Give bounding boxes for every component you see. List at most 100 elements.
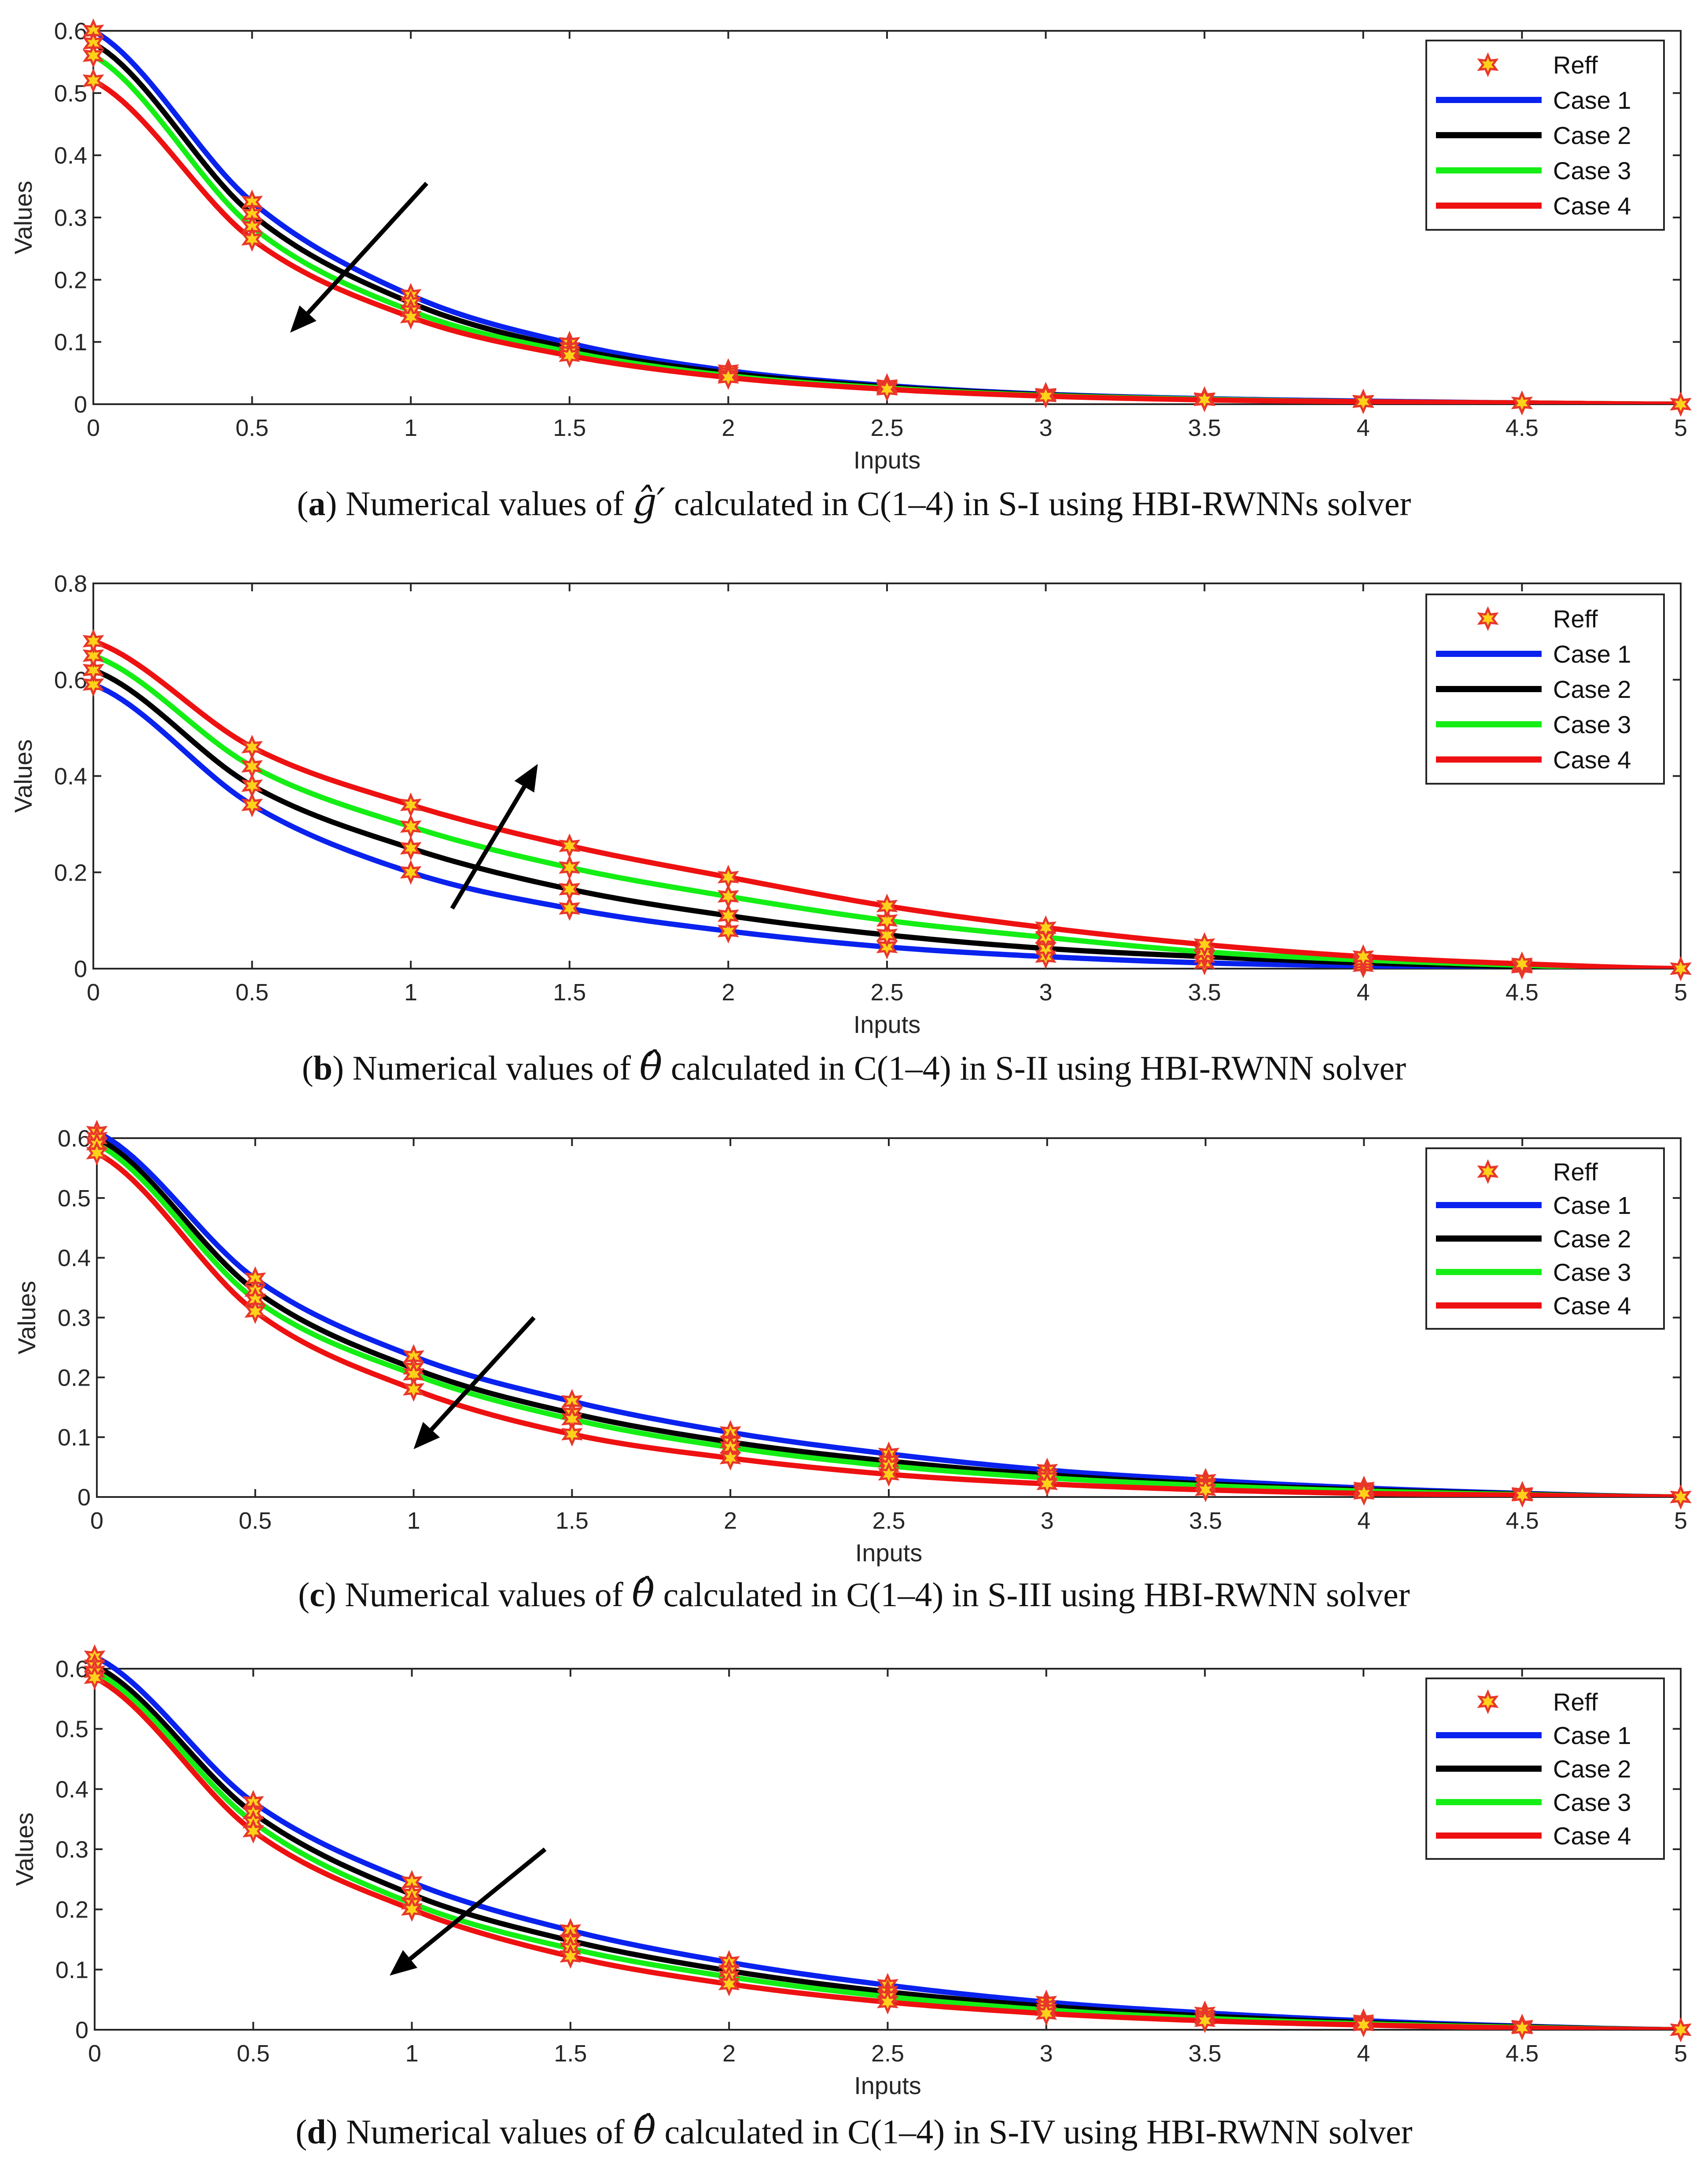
x-tick-label: 3 [1040, 2040, 1053, 2067]
legend-reff-marker [1477, 1689, 1499, 1714]
x-tick-label: 0.5 [236, 415, 269, 441]
reff-marker [719, 1445, 741, 1471]
reff-marker [1352, 2012, 1374, 2038]
reff-marker [400, 860, 422, 885]
reff-marker [1670, 1484, 1692, 1510]
reff-marker [1193, 387, 1215, 413]
x-tick-label: 4 [1357, 979, 1370, 1006]
x-tick-label: 1.5 [556, 1508, 589, 1534]
trend-arrow-shaft [450, 785, 526, 910]
reff-marker [403, 1377, 425, 1402]
reff-marker [241, 227, 263, 252]
reff-marker [560, 1944, 582, 1969]
reff-marker [1193, 932, 1215, 957]
reff-marker [1194, 2008, 1216, 2033]
legend-label: Case 1 [1553, 640, 1631, 668]
y-axis-label: Values [13, 1281, 40, 1354]
x-tick-label: 4 [1357, 1508, 1370, 1534]
panel-caption: (a) Numerical values of ĝ′ calculated in… [297, 480, 1411, 524]
y-tick-label: 0.4 [58, 1245, 91, 1272]
x-axis-label: Inputs [854, 1010, 921, 1038]
reff-marker [400, 836, 422, 861]
x-tick-label: 3.5 [1188, 979, 1221, 1006]
y-tick-label: 0 [77, 1484, 91, 1511]
legend-label: Reff [1553, 605, 1598, 633]
y-axis-label: Values [11, 1812, 38, 1886]
y-tick-label: 0.6 [54, 667, 87, 693]
y-tick-label: 0.4 [54, 763, 87, 790]
x-tick-label: 2 [721, 979, 735, 1006]
reff-marker [717, 365, 739, 390]
x-tick-label: 4.5 [1506, 979, 1539, 1006]
reff-marker [559, 833, 581, 859]
x-tick-label: 5 [1674, 1508, 1687, 1534]
legend-label: Case 4 [1553, 1292, 1631, 1320]
x-tick-label: 1.5 [554, 2040, 587, 2067]
reff-marker [84, 1665, 106, 1690]
x-tick-label: 3 [1039, 415, 1053, 441]
plot-area [94, 1668, 1682, 2031]
reff-marker [1511, 1482, 1533, 1508]
x-tick-label: 1 [405, 2040, 419, 2067]
legend-reff-marker [1477, 1159, 1499, 1184]
panel-b: 0 0.5 1 1.5 2 2.5 3 3.5 4 4.5 5 0 0.2 0.4 0.6 0.8 Inputs… [9, 571, 1692, 1089]
x-tick-label: 5 [1674, 2040, 1687, 2067]
reff-marker [1670, 2017, 1692, 2043]
x-tick-label: 2 [724, 1508, 737, 1534]
x-axis-label: Inputs [855, 1539, 923, 1567]
y-tick-label: 0.6 [54, 18, 87, 44]
x-tick-label: 2.5 [872, 1508, 905, 1534]
reff-marker [400, 792, 422, 818]
y-axis-label: Values [9, 181, 37, 254]
reff-marker [241, 754, 263, 779]
y-tick-label: 0.6 [55, 1656, 88, 1682]
x-tick-label: 3.5 [1188, 415, 1221, 441]
legend-label: Reff [1553, 51, 1598, 79]
trend-arrow-shaft [430, 1316, 536, 1431]
plot-area [92, 30, 1682, 405]
reff-marker [718, 1971, 740, 1997]
trend-arrow-head [290, 305, 317, 333]
x-tick-label: 4.5 [1506, 1508, 1539, 1534]
reff-marker [559, 343, 581, 369]
legend-label: Case 3 [1553, 157, 1631, 184]
x-tick-label: 2 [721, 415, 735, 441]
x-tick-label: 1.5 [553, 415, 586, 441]
legend-label: Case 3 [1553, 711, 1631, 738]
x-tick-label: 0 [88, 2040, 101, 2067]
x-tick-label: 5 [1674, 979, 1687, 1006]
panel-a: 0 0.5 1 1.5 2 2.5 3 3.5 4 4.5 5 0 0.1 0.2 0.3 0.4 0.5 0.6… [9, 18, 1692, 524]
reff-marker [1035, 915, 1057, 940]
reff-marker [400, 304, 422, 330]
trend-arrow-head [514, 764, 538, 793]
y-tick-label: 0.1 [58, 1424, 91, 1451]
y-tick-label: 0.4 [54, 143, 87, 169]
reff-marker [559, 855, 581, 880]
legend-reff-marker [1477, 52, 1499, 77]
legend-label: Case 1 [1553, 1191, 1631, 1219]
reff-marker [876, 908, 898, 933]
x-tick-label: 1 [404, 415, 417, 441]
x-tick-label: 4 [1357, 2040, 1370, 2067]
reff-marker [1035, 2001, 1057, 2026]
legend: Reff Case 1 Case 2 Case 3 Case 4 [1425, 594, 1665, 785]
panel-caption: (c) Numerical values of θ̂ calculated in… [298, 1571, 1410, 1615]
reff-marker [1670, 956, 1692, 981]
x-tick-label: 4 [1357, 415, 1370, 441]
x-tick-label: 0.5 [236, 979, 269, 1006]
reff-marker [82, 43, 104, 68]
panel-d: 0 0.5 1 1.5 2 2.5 3 3.5 4 4.5 5 0 0.1 0.2 0.3 0.4 0.5 0.6… [11, 1644, 1692, 2153]
reff-marker [241, 792, 263, 818]
reff-marker [82, 68, 104, 93]
reff-marker [876, 922, 898, 948]
reff-marker [1195, 1477, 1217, 1502]
y-tick-label: 0.5 [54, 80, 87, 107]
reff-marker [559, 877, 581, 902]
trend-arrow-shaft [306, 181, 428, 315]
trend-arrow-head [413, 1422, 440, 1449]
legend: Reff Case 1 Case 2 Case 3 Case 4 [1425, 1678, 1665, 1860]
y-axis-label: Values [9, 739, 37, 813]
reff-marker [1670, 391, 1692, 417]
legend: Reff Case 1 Case 2 Case 3 Case 4 [1425, 40, 1665, 231]
x-tick-label: 3 [1041, 1508, 1054, 1534]
